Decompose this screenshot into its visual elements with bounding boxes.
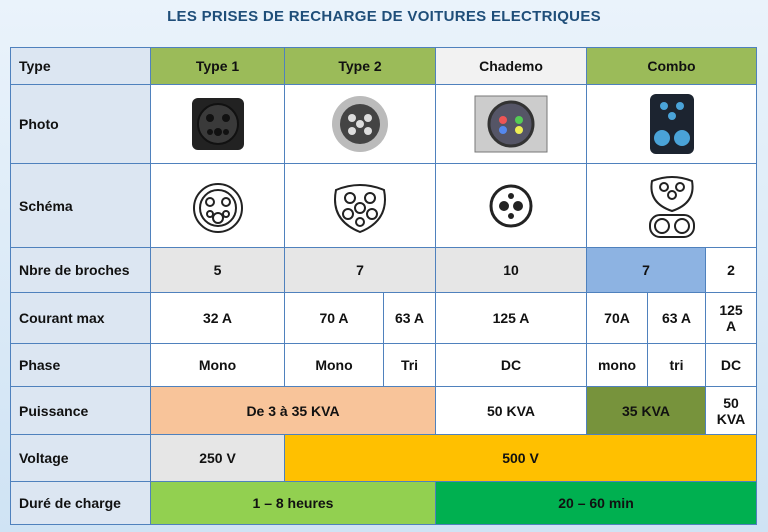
photo-combo xyxy=(649,94,694,154)
row-label: Courant max xyxy=(10,292,151,344)
cell: DC xyxy=(705,343,757,387)
schema xyxy=(284,163,436,248)
schema xyxy=(586,163,757,248)
photo xyxy=(435,84,587,164)
row-label: Duré de charge xyxy=(10,481,151,525)
title: LES PRISES DE RECHARGE DE VOITURES ELECT… xyxy=(167,8,601,25)
photo xyxy=(284,84,436,164)
cell: De 3 à 35 KVA xyxy=(150,386,436,435)
schema-combo xyxy=(648,175,695,238)
cell: 250 V xyxy=(150,434,285,482)
header-cell: Combo xyxy=(586,47,757,85)
cell: 1 – 8 heures xyxy=(150,481,436,525)
schema xyxy=(150,163,285,248)
header-cell: Type 2 xyxy=(284,47,436,85)
cell: 2 xyxy=(705,247,757,293)
photo-type2 xyxy=(332,96,388,152)
row-label: Puissance xyxy=(10,386,151,435)
cell: 125 A xyxy=(705,292,757,344)
schema xyxy=(435,163,587,248)
cell: 125 A xyxy=(435,292,587,344)
photo xyxy=(586,84,757,164)
cell: 50 KVA xyxy=(435,386,587,435)
cell: 7 xyxy=(284,247,436,293)
cell: 63 A xyxy=(647,292,706,344)
cell: 20 – 60 min xyxy=(435,481,757,525)
cell: 500 V xyxy=(284,434,757,482)
photo xyxy=(150,84,285,164)
cell: 50 KVA xyxy=(705,386,757,435)
cell: Tri xyxy=(383,343,436,387)
cell: 7 xyxy=(586,247,706,293)
cell: Mono xyxy=(284,343,384,387)
cell: 70A xyxy=(586,292,648,344)
row-label: Voltage xyxy=(10,434,151,482)
cell: mono xyxy=(586,343,648,387)
schema-type1 xyxy=(192,182,243,233)
cell: 35 KVA xyxy=(586,386,706,435)
cell: 10 xyxy=(435,247,587,293)
schema-type2 xyxy=(334,183,386,233)
cell: Mono xyxy=(150,343,285,387)
row-label: Schéma xyxy=(10,163,151,248)
header-cell: Chademo xyxy=(435,47,587,85)
photo-type1 xyxy=(191,98,244,150)
cell: 70 A xyxy=(284,292,384,344)
cell: 32 A xyxy=(150,292,285,344)
schema-chademo xyxy=(489,184,533,227)
connector-table: Type Type 1 Type 2 Chademo Combo Photo S… xyxy=(10,47,757,525)
photo-chademo xyxy=(474,95,548,153)
cell: DC xyxy=(435,343,587,387)
row-label: Phase xyxy=(10,343,151,387)
header-cell: Type 1 xyxy=(150,47,285,85)
cell: 63 A xyxy=(383,292,436,344)
row-label: Photo xyxy=(10,84,151,164)
cell: 5 xyxy=(150,247,285,293)
row-label: Type xyxy=(10,47,151,85)
cell: tri xyxy=(647,343,706,387)
row-label: Nbre de broches xyxy=(10,247,151,293)
